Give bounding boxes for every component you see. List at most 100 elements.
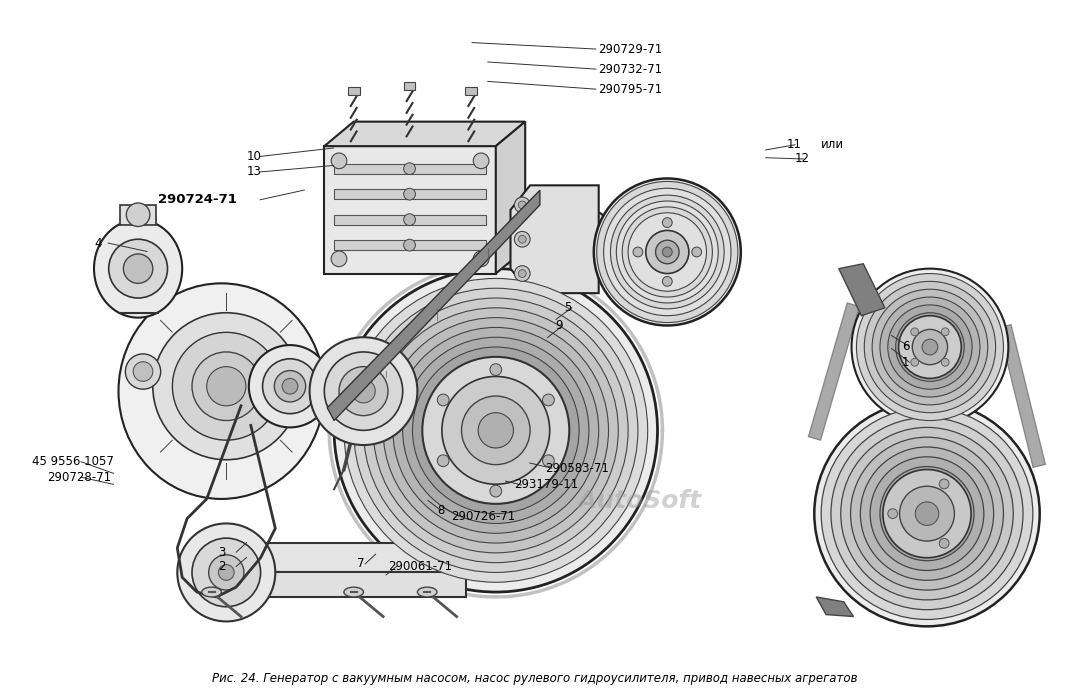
Circle shape <box>192 538 261 607</box>
Bar <box>324 146 495 274</box>
Circle shape <box>403 189 415 200</box>
Circle shape <box>478 413 514 448</box>
Circle shape <box>518 235 526 243</box>
Circle shape <box>628 213 706 291</box>
Text: 10: 10 <box>246 150 261 163</box>
Text: 1: 1 <box>902 356 910 369</box>
Bar <box>192 572 467 597</box>
Circle shape <box>633 247 643 257</box>
Text: 290729-71: 290729-71 <box>598 42 662 56</box>
Ellipse shape <box>119 283 324 499</box>
Circle shape <box>423 357 569 504</box>
Text: 5: 5 <box>564 301 571 315</box>
Circle shape <box>662 247 672 257</box>
Circle shape <box>354 288 638 572</box>
Circle shape <box>125 354 160 389</box>
Circle shape <box>841 427 1013 600</box>
Circle shape <box>518 201 526 209</box>
Circle shape <box>461 396 530 465</box>
Circle shape <box>896 313 964 381</box>
Ellipse shape <box>564 209 613 269</box>
Text: 12: 12 <box>795 152 810 166</box>
Circle shape <box>856 274 1004 420</box>
Circle shape <box>913 329 948 365</box>
Circle shape <box>192 352 261 420</box>
Text: 290724-71: 290724-71 <box>157 193 236 206</box>
Circle shape <box>402 338 588 523</box>
Circle shape <box>911 328 919 335</box>
Circle shape <box>880 297 980 397</box>
Circle shape <box>814 401 1040 626</box>
Circle shape <box>942 358 949 366</box>
Circle shape <box>490 364 502 375</box>
Bar <box>192 543 437 572</box>
Circle shape <box>915 502 938 525</box>
Circle shape <box>331 153 347 168</box>
Text: 8: 8 <box>438 504 445 516</box>
Polygon shape <box>510 185 599 293</box>
Bar <box>334 215 486 225</box>
Bar <box>348 87 360 95</box>
Circle shape <box>611 195 724 309</box>
Text: 290795-71: 290795-71 <box>598 83 662 95</box>
Circle shape <box>518 269 526 278</box>
Circle shape <box>403 239 415 251</box>
Circle shape <box>438 394 449 406</box>
Circle shape <box>900 487 954 541</box>
Circle shape <box>880 466 974 561</box>
Text: AutoSoft: AutoSoft <box>578 489 702 512</box>
Text: 290732-71: 290732-71 <box>598 63 662 76</box>
Circle shape <box>865 281 995 413</box>
Circle shape <box>331 251 347 267</box>
Polygon shape <box>839 264 885 316</box>
Circle shape <box>282 379 297 394</box>
Circle shape <box>109 239 168 298</box>
Circle shape <box>413 347 579 514</box>
Circle shape <box>883 470 972 557</box>
Circle shape <box>438 455 449 466</box>
Circle shape <box>603 189 731 316</box>
Polygon shape <box>816 597 854 617</box>
Text: 290728-71: 290728-71 <box>47 470 111 484</box>
Circle shape <box>172 332 280 440</box>
Polygon shape <box>327 190 540 420</box>
Circle shape <box>888 509 898 519</box>
Circle shape <box>662 276 672 286</box>
Text: Рис. 24. Генератор с вакуумным насосом, насос рулевого гидроусилителя, привод на: Рис. 24. Генератор с вакуумным насосом, … <box>212 672 858 685</box>
Circle shape <box>872 290 988 405</box>
Circle shape <box>207 367 246 406</box>
Circle shape <box>473 251 489 267</box>
Circle shape <box>249 345 331 427</box>
Bar <box>334 164 486 173</box>
Circle shape <box>334 269 657 592</box>
Bar <box>465 87 477 95</box>
Text: 2: 2 <box>218 560 226 573</box>
Circle shape <box>939 479 949 489</box>
Circle shape <box>515 231 530 247</box>
Circle shape <box>911 358 919 366</box>
Circle shape <box>352 379 376 403</box>
Circle shape <box>473 153 489 168</box>
Circle shape <box>942 328 949 335</box>
Text: 13: 13 <box>246 166 261 178</box>
Circle shape <box>888 305 972 389</box>
Circle shape <box>126 203 150 226</box>
Circle shape <box>851 437 1004 590</box>
Ellipse shape <box>94 220 182 317</box>
Text: 290061-71: 290061-71 <box>388 560 453 573</box>
Circle shape <box>403 163 415 175</box>
Text: 4: 4 <box>94 237 102 250</box>
Circle shape <box>490 485 502 497</box>
Circle shape <box>821 408 1033 619</box>
Text: 11: 11 <box>786 139 801 151</box>
Bar <box>121 205 156 225</box>
Circle shape <box>209 555 244 590</box>
Text: 293179-11: 293179-11 <box>514 478 578 491</box>
Text: 6: 6 <box>902 340 910 353</box>
Ellipse shape <box>202 587 221 597</box>
Circle shape <box>692 247 702 257</box>
Circle shape <box>343 278 647 583</box>
Circle shape <box>218 564 234 580</box>
Circle shape <box>594 178 740 326</box>
Circle shape <box>442 377 550 484</box>
